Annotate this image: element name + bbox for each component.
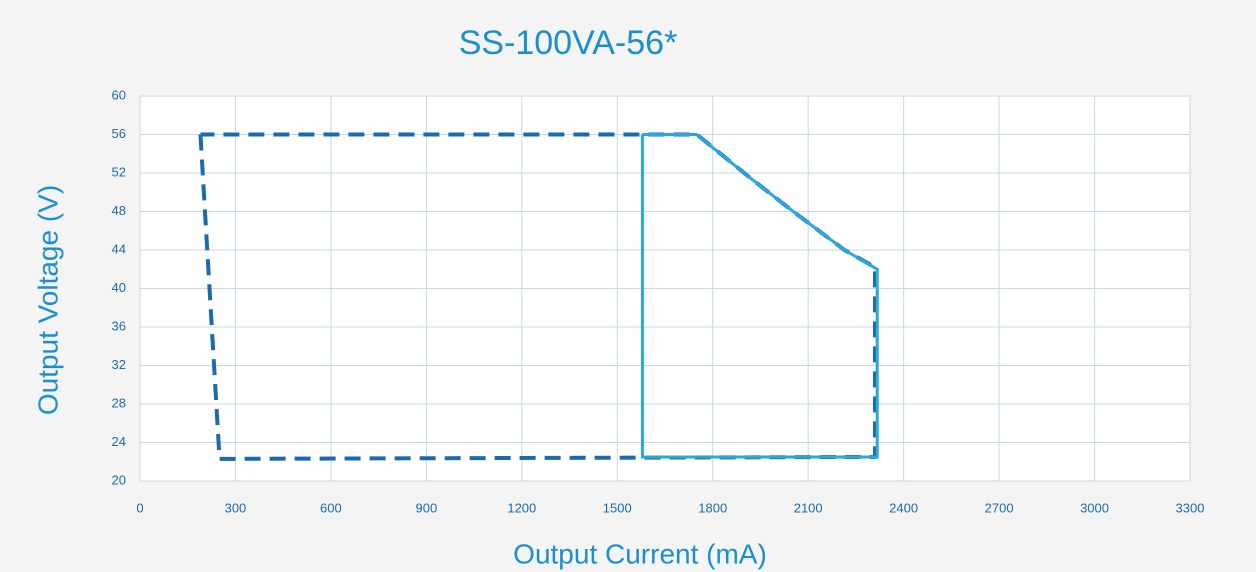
x-tick-label: 0 [136, 500, 143, 515]
y-axis-label: Output Voltage (V) [32, 185, 63, 415]
y-tick-label: 56 [112, 126, 126, 141]
x-tick-label: 600 [320, 500, 342, 515]
x-tick-label: 2100 [794, 500, 823, 515]
y-tick-label: 20 [112, 472, 126, 487]
x-tick-label: 900 [416, 500, 438, 515]
x-tick-label: 1800 [698, 500, 727, 515]
x-tick-label: 1500 [603, 500, 632, 515]
y-tick-label: 32 [112, 357, 126, 372]
x-tick-label: 300 [225, 500, 247, 515]
y-tick-label: 44 [112, 241, 126, 256]
y-tick-label: 40 [112, 280, 126, 295]
x-tick-label: 3000 [1080, 500, 1109, 515]
y-tick-label: 48 [112, 203, 126, 218]
x-axis-label: Output Current (mA) [513, 538, 767, 569]
y-tick-label: 28 [112, 395, 126, 410]
x-tick-label: 3300 [1176, 500, 1205, 515]
x-tick-label: 2700 [985, 500, 1014, 515]
y-tick-label: 24 [112, 434, 126, 449]
y-tick-label: 36 [112, 318, 126, 333]
y-tick-label: 60 [112, 87, 126, 102]
chart-title: SS-100VA-56* [459, 24, 678, 62]
x-tick-label: 1200 [507, 500, 536, 515]
y-tick-label: 52 [112, 164, 126, 179]
series-line [640, 133, 879, 459]
x-tick-label: 2400 [889, 500, 918, 515]
